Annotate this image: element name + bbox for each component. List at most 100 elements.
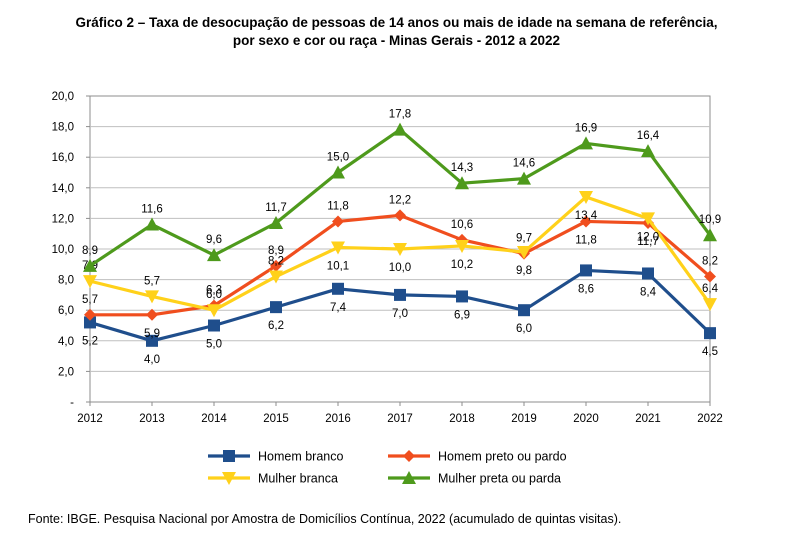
data-point [394,288,406,301]
data-point [269,215,283,229]
data-point [455,239,469,253]
data-label: 10,9 [699,214,721,226]
data-label: 6,3 [206,285,222,297]
data-label: 15,0 [327,152,349,164]
data-point [393,243,407,256]
data-label: 17,8 [389,109,411,121]
series-homem-branco: 5,2 4,0 5,0 6,2 7,4 7,0 6,9 6,0 8,6 8,4 4,5 [82,264,718,366]
x-tick-label: 2022 [697,413,723,425]
data-label: 8,9 [268,245,284,257]
data-point [642,267,654,280]
data-point [207,304,221,318]
data-label: 8,6 [578,283,594,295]
data-label: 7,0 [392,308,408,320]
legend-swatch-marker [403,450,415,462]
data-label: 10,1 [327,260,349,272]
y-tick-label: 8,0 [58,275,74,287]
legend-item: Homem branco [208,450,343,464]
data-point [518,304,530,317]
data-point [331,165,345,179]
data-point [641,212,655,226]
data-label: 8,4 [640,286,657,298]
data-point [146,334,158,347]
data-point [270,259,282,272]
data-label: 9,7 [516,233,532,245]
data-point [704,270,716,283]
data-label: 6,4 [702,283,719,295]
legend-swatch-marker [223,450,235,462]
data-point [455,176,469,190]
x-tick-label: 2014 [201,413,227,425]
data-point [269,270,283,284]
data-label: 8,9 [82,245,98,257]
data-point [393,122,407,136]
x-tick-label: 2012 [77,413,103,425]
data-label: 5,7 [82,294,98,306]
data-point [84,308,96,321]
chart-title-line1: Gráfico 2 – Taxa de desocupação de pesso… [75,15,718,30]
data-label: 11,8 [327,200,349,212]
data-label: 11,7 [265,202,287,214]
legend-item: Homem preto ou pardo [388,450,567,464]
series-mulher-preta-ou-parda: 8,9 11,6 9,6 11,7 15,0 17,8 14,3 14,6 16,9 16,4 10… [82,109,721,272]
x-tick-label: 2013 [139,413,165,425]
data-point [456,290,468,303]
legend-item: Mulher preta ou parda [388,471,561,486]
x-tick-label: 2018 [449,413,475,425]
data-label: 14,3 [451,162,473,174]
legend-label: Homem preto ou pardo [438,450,567,464]
legend-swatch-marker [402,471,416,484]
data-label: 8,2 [268,256,284,268]
x-tick-label: 2015 [263,413,289,425]
data-label: 11,8 [575,234,597,246]
data-label: 12,0 [637,231,659,243]
source-note: Fonte: IBGE. Pesquisa Nacional por Amost… [28,512,622,526]
data-point [641,144,655,158]
data-label: 5,7 [144,275,160,287]
data-point [208,319,220,332]
data-point [579,190,593,204]
data-point [145,290,159,304]
data-label: 6,9 [454,309,470,321]
data-label: 16,9 [575,122,597,134]
series-line [89,268,712,343]
data-point [332,282,344,295]
data-label: 10,0 [389,262,411,274]
y-tick-label: 20,0 [52,91,74,103]
x-tick-label: 2021 [635,413,661,425]
y-tick-label: - [70,397,74,409]
data-label: 5,2 [82,335,98,347]
data-label: 12,2 [389,194,411,206]
y-tick-label: 2,0 [58,366,74,378]
data-point [394,209,406,222]
data-point [703,298,717,312]
data-label: 6,0 [206,289,222,301]
data-label: 6,2 [268,320,284,332]
data-point [146,308,158,321]
chart-title-line2: por sexo e cor ou raça - Minas Gerais - … [232,33,561,48]
data-point [579,136,593,150]
chart-title: Gráfico 2 – Taxa de desocupação de pesso… [0,14,793,50]
data-point [207,248,221,262]
legend: Homem branco Homem preto ou pardo Mulher b… [208,450,567,486]
data-point [84,316,96,329]
data-point [580,215,592,228]
y-tick-label: 14,0 [52,183,74,195]
y-tick-label: 4,0 [58,336,74,348]
x-tick-label: 2016 [325,413,351,425]
data-label: 10,2 [451,259,473,271]
legend-label: Mulher branca [258,472,338,486]
data-label: 4,5 [702,346,718,358]
data-point [331,241,345,255]
data-label: 16,4 [637,130,660,142]
data-label: 14,6 [513,158,535,170]
legend-label: Mulher preta ou parda [438,472,561,486]
data-label: 6,0 [516,323,532,335]
data-point [332,215,344,228]
data-label: 10,6 [451,219,473,231]
legend-item: Mulher branca [208,472,338,486]
x-tick-label: 2019 [511,413,537,425]
y-tick-label: 18,0 [52,122,74,134]
data-point [83,258,97,272]
data-point [517,246,531,260]
